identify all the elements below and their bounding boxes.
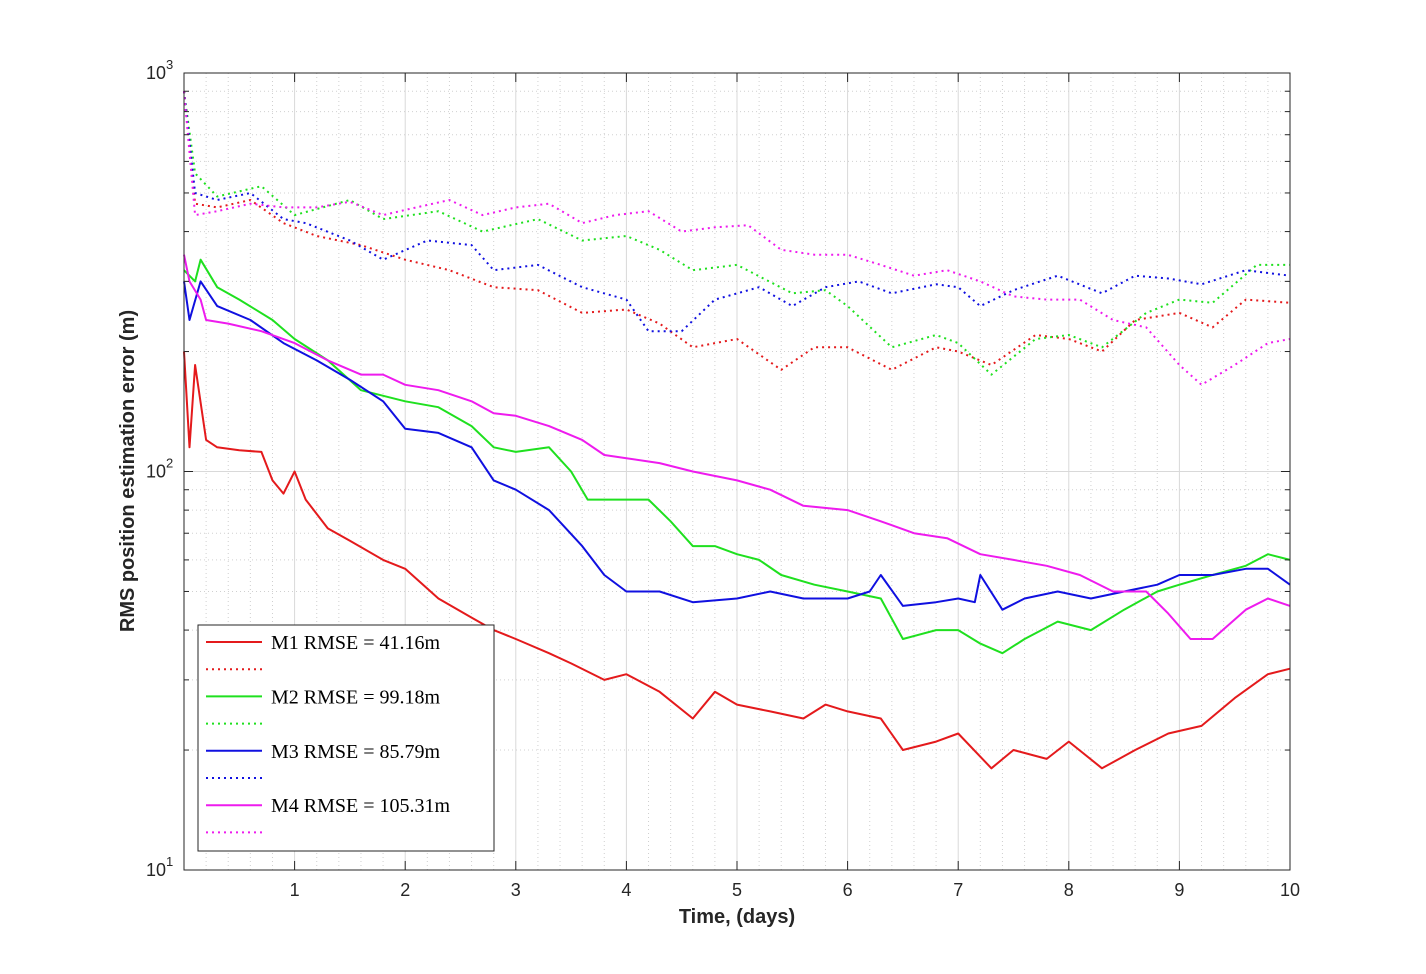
series-line-7 bbox=[183, 254, 1291, 640]
series-layer bbox=[183, 91, 1291, 770]
legend-label-1: M1 RMSE = 41.16m bbox=[271, 632, 441, 654]
y-tick-exponent: 1 bbox=[166, 854, 173, 869]
series-line-5 bbox=[183, 280, 1291, 611]
x-tick-label: 6 bbox=[843, 880, 853, 900]
legend-label-7: M4 RMSE = 105.31m bbox=[271, 795, 451, 817]
legend-box bbox=[197, 624, 495, 852]
y-axis-label: RMS position estimation error (m) bbox=[117, 310, 139, 632]
x-tick-label: 10 bbox=[1280, 880, 1300, 900]
legend: M1 RMSE = 41.16m M2 RMSE = 99.18m M3 RMSE … bbox=[197, 624, 495, 852]
x-tick-label: 7 bbox=[953, 880, 963, 900]
y-tick-label: 10 bbox=[146, 63, 166, 83]
legend-label-3: M2 RMSE = 99.18m bbox=[271, 686, 441, 708]
x-tick-label: 9 bbox=[1174, 880, 1184, 900]
series-line-6 bbox=[183, 91, 1291, 333]
y-tick-label: 10 bbox=[146, 462, 166, 482]
x-tick-label: 5 bbox=[732, 880, 742, 900]
y-tick-exponent: 3 bbox=[166, 57, 173, 72]
legend-entries: M1 RMSE = 41.16m M2 RMSE = 99.18m M3 RMSE … bbox=[206, 632, 451, 834]
y-tick-label: 10 bbox=[146, 860, 166, 880]
legend-label-5: M3 RMSE = 85.79m bbox=[271, 741, 441, 763]
x-tick-label: 4 bbox=[621, 880, 631, 900]
x-tick-labels: 1 2 3 4 5 6 7 8 9 10 bbox=[290, 880, 1300, 900]
x-axis-label: Time, (days) bbox=[679, 906, 795, 928]
series-line-1 bbox=[183, 351, 1291, 770]
x-tick-label: 2 bbox=[400, 880, 410, 900]
ticks bbox=[184, 72, 1291, 871]
y-tick-exponent: 2 bbox=[166, 456, 173, 471]
x-tick-label: 1 bbox=[290, 880, 300, 900]
series-line-3 bbox=[183, 258, 1291, 655]
x-tick-label: 8 bbox=[1064, 880, 1074, 900]
x-tick-label: 3 bbox=[511, 880, 521, 900]
series-line-2 bbox=[183, 91, 1291, 371]
